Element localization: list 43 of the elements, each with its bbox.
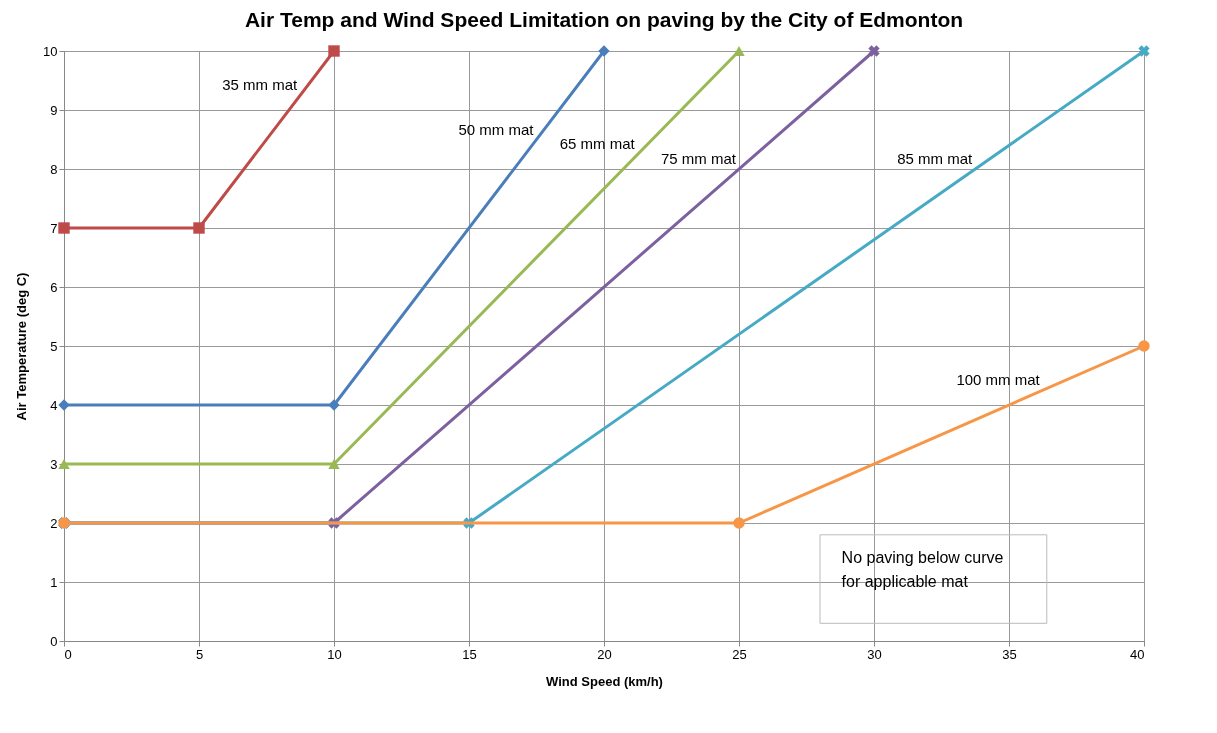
point [1138, 340, 1150, 352]
y-tick-label: 10 [43, 43, 58, 59]
series-label: 50 mm mat [458, 120, 535, 138]
y-tick-label: 0 [50, 633, 58, 649]
x-tick-label: 40 [1130, 646, 1145, 662]
y-axis-title: Air Temperature (deg C) [14, 272, 30, 421]
x-tick-label: 15 [462, 646, 477, 662]
y-tick-label: 8 [50, 161, 58, 177]
y-tick-label: 2 [50, 515, 58, 531]
annotation: No paving below curve for applicable mat [841, 548, 1004, 590]
point [58, 222, 70, 234]
point [193, 222, 205, 234]
point [1138, 45, 1150, 57]
point [328, 459, 340, 469]
x-axis-title: Wind Speed (km/h) [546, 673, 663, 689]
series-label: 100 mm mat [956, 371, 1041, 389]
x-tick-label: 35 [1002, 646, 1017, 662]
series-label: 35 mm mat [222, 76, 299, 94]
y-tick-label: 6 [50, 279, 58, 295]
y-tick-label: 3 [50, 456, 58, 472]
point [58, 399, 70, 411]
point [868, 45, 880, 57]
x-tick-label: 0 [64, 646, 72, 662]
x-tick-label: 20 [597, 646, 612, 662]
point [328, 45, 340, 57]
point [328, 399, 340, 411]
x-tick-label: 30 [867, 646, 882, 662]
point [733, 517, 745, 529]
chart-title: Air Temp and Wind Speed Limitation on paving by the City of Edmonton [244, 8, 964, 31]
y-tick-label: 1 [50, 574, 58, 590]
x-tick-label: 10 [327, 646, 342, 662]
point [733, 46, 745, 56]
point [58, 459, 70, 469]
y-tick-label: 4 [50, 397, 58, 413]
x-tick-label: 25 [732, 646, 747, 662]
y-tick-label: 5 [50, 338, 58, 354]
y-tick-label: 9 [50, 102, 58, 118]
x-tick-label: 5 [195, 646, 204, 662]
series-label: 65 mm mat [559, 135, 636, 153]
series-label: 85 mm mat [897, 150, 974, 167]
series-label: 75 mm mat [660, 150, 737, 167]
point [598, 45, 610, 57]
y-tick-label: 7 [50, 220, 58, 236]
